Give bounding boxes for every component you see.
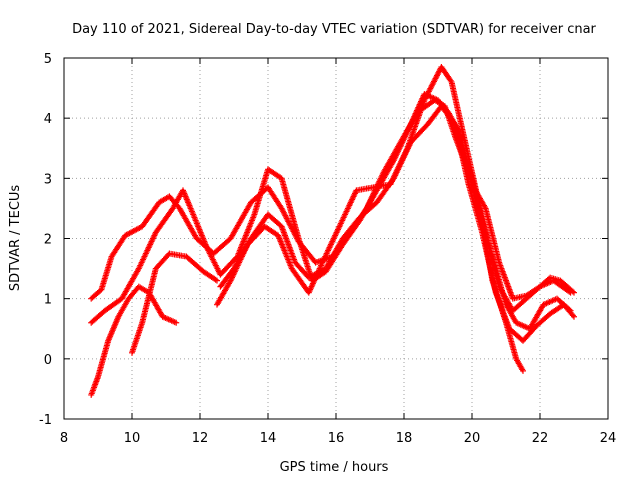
data-point-marker [165,251,172,258]
y-tick-label: 5 [44,52,52,67]
data-point-marker [569,312,576,319]
x-tick-label: 24 [600,431,617,446]
y-tick-label: 4 [44,112,52,127]
x-axis-label: GPS time / hours [280,460,389,475]
y-axis-ticks: -1 0 1 2 3 4 5 [39,52,608,428]
data-point-marker [571,313,577,320]
data-points [88,64,577,398]
x-tick-label: 14 [260,431,277,446]
data-point-marker [571,289,577,296]
y-tick-label: 3 [44,172,52,187]
data-series-track-c [88,283,180,398]
data-point-marker [447,77,454,84]
x-tick-label: 12 [192,431,209,446]
data-point-marker [451,119,458,126]
y-tick-label: -1 [39,413,52,428]
data-point-marker [212,276,219,283]
data-point-marker [520,367,526,374]
x-tick-label: 8 [60,431,68,446]
x-tick-label: 20 [464,431,481,446]
data-point-marker [173,319,180,326]
data-series-track-d [129,250,220,356]
x-tick-label: 10 [124,431,141,446]
y-axis-label: SDTVAR / TECUs [8,185,23,292]
x-axis-ticks: 8 10 12 14 16 18 20 22 24 [60,58,616,446]
data-point-marker [569,288,576,295]
x-tick-label: 16 [328,431,345,446]
y-tick-label: 2 [44,233,52,248]
chart-title: Day 110 of 2021, Sidereal Day-to-day VTE… [72,22,596,37]
x-tick-label: 22 [532,431,549,446]
data-series-track-f [217,103,577,344]
data-point-marker [214,277,220,284]
x-tick-label: 18 [396,431,413,446]
data-series-track-g [469,181,577,302]
y-tick-label: 1 [44,293,52,308]
y-tick-label: 0 [44,353,52,368]
